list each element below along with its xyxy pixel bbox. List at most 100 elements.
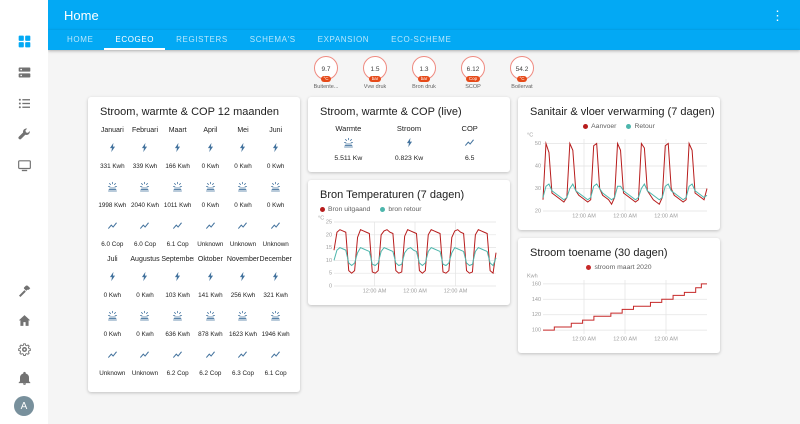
entity-value[interactable]: 339 Kwh — [129, 161, 162, 176]
sidebar-item-developer-tools[interactable] — [12, 280, 36, 302]
flash-icon — [259, 136, 292, 161]
chart-icon — [96, 214, 129, 239]
entity-value[interactable]: Unknown — [129, 368, 162, 383]
badge-bron-druk[interactable]: 1.3barBron druk — [403, 56, 445, 90]
sidebar-top — [12, 0, 36, 176]
entity-value[interactable]: 0 Kwh — [259, 200, 292, 215]
solar-icon — [227, 304, 260, 329]
badge-value: 6.12 — [467, 66, 480, 73]
entity-value[interactable]: Unknown — [194, 239, 227, 254]
user-avatar[interactable]: A — [14, 396, 34, 416]
badge-name: SCOP — [465, 84, 481, 90]
entity-value[interactable]: 878 Kwh — [194, 329, 227, 344]
entity-value[interactable]: 6.0 Cop — [129, 239, 162, 254]
chart-icon — [161, 214, 194, 239]
solar-icon — [161, 175, 194, 200]
entity-value[interactable]: 0 Kwh — [96, 290, 129, 305]
entity-value[interactable]: 6.0 Cop — [96, 239, 129, 254]
month-label: Maart — [161, 124, 194, 136]
badge-name: Boilervat — [511, 84, 532, 90]
sidebar-item-notifications[interactable] — [12, 367, 36, 389]
overflow-menu-icon[interactable]: ⋮ — [771, 9, 784, 22]
entity-value[interactable]: 141 Kwh — [194, 290, 227, 305]
badge-vvw-druk[interactable]: 1.5barVvw druk — [354, 56, 396, 90]
badge-buitente-[interactable]: 9.7°CBuitente... — [305, 56, 347, 90]
live-item-stroom[interactable]: Stroom0.823 Kw — [379, 124, 440, 162]
entity-value[interactable]: 0 Kwh — [227, 200, 260, 215]
solar-icon — [259, 304, 292, 329]
sidebar-item-tools[interactable] — [12, 123, 36, 145]
sidebar-item-overview[interactable] — [12, 30, 36, 52]
entity-value[interactable]: 6.2 Cop — [161, 368, 194, 383]
entity-value[interactable]: 1946 Kwh — [259, 329, 292, 344]
badge-unit-label: °C — [321, 76, 331, 82]
chart-icon — [96, 343, 129, 368]
entity-value[interactable]: 6.1 Cop — [259, 368, 292, 383]
flash-icon — [129, 265, 162, 290]
entity-value[interactable]: 0 Kwh — [194, 200, 227, 215]
entity-value[interactable]: 1011 Kwh — [161, 200, 194, 215]
monthly-grid: JanuariFebruariMaartAprilMeiJuni331 Kwh3… — [88, 122, 300, 392]
column-3: Sanitair & vloer verwarming (7 dagen) Aa… — [518, 97, 720, 353]
entity-value[interactable]: 0 Kwh — [194, 161, 227, 176]
entity-value[interactable]: 321 Kwh — [259, 290, 292, 305]
badge-boilervat[interactable]: 54.2°CBoilervat — [501, 56, 543, 90]
tab-bar: HOMEECOGEOREGISTERSSCHEMA'SEXPANSIONECO-… — [48, 30, 800, 50]
card-live: Stroom, warmte & COP (live) Warmte5.511 … — [308, 97, 510, 172]
entity-value[interactable]: 6.1 Cop — [161, 239, 194, 254]
sidebar-item-supervisor[interactable] — [12, 309, 36, 331]
badge-scop[interactable]: 6.12 Cop SCOP — [452, 56, 494, 90]
entity-value[interactable]: 6.2 Cop — [194, 368, 227, 383]
entity-value[interactable]: 6.3 Cop — [227, 368, 260, 383]
badge-unit-label: Cop — [466, 76, 479, 82]
entity-value: 6.5 — [465, 155, 474, 162]
tab-home[interactable]: HOME — [56, 30, 104, 50]
sidebar-item-configuration[interactable] — [12, 338, 36, 360]
entity-value[interactable]: 256 Kwh — [227, 290, 260, 305]
legend-dot-icon — [320, 207, 325, 212]
entity-value[interactable]: 636 Kwh — [161, 329, 194, 344]
entity-value[interactable]: 1623 Kwh — [227, 329, 260, 344]
card-title: Stroom, warmte & COP 12 maanden — [88, 97, 300, 122]
tab-eco-scheme[interactable]: ECO-SCHEME — [380, 30, 462, 50]
badge-circle: 6.12 Cop — [461, 56, 485, 80]
entity-value[interactable]: 0 Kwh — [129, 329, 162, 344]
wrench-icon — [17, 127, 32, 142]
entity-value[interactable]: 1998 Kwh — [96, 200, 129, 215]
list-icon — [17, 96, 32, 111]
entity-value[interactable]: 0 Kwh — [129, 290, 162, 305]
sidebar-item-server[interactable] — [12, 61, 36, 83]
sidebar-item-media[interactable] — [12, 154, 36, 176]
tab-expansion[interactable]: EXPANSION — [307, 30, 381, 50]
live-item-cop[interactable]: COP6.5 — [439, 124, 500, 162]
entity-value[interactable]: 103 Kwh — [161, 290, 194, 305]
gear-icon — [17, 342, 32, 357]
legend-dot-icon — [586, 265, 591, 270]
badge-unit-label: bar — [369, 76, 381, 82]
legend-item: Aanvoer — [583, 123, 616, 130]
entity-value[interactable]: Unknown — [96, 368, 129, 383]
server-icon — [17, 65, 32, 80]
entity-value[interactable]: Unknown — [259, 239, 292, 254]
tab-schema's[interactable]: SCHEMA'S — [239, 30, 307, 50]
entity-value[interactable]: 0 Kwh — [259, 161, 292, 176]
solar-icon — [194, 304, 227, 329]
legend-dot-icon — [626, 124, 631, 129]
solar-icon — [194, 175, 227, 200]
entity-value[interactable]: 0 Kwh — [227, 161, 260, 176]
solar-icon — [227, 175, 260, 200]
entity-value[interactable]: 166 Kwh — [161, 161, 194, 176]
legend-dot-icon — [583, 124, 588, 129]
live-label: Warmte — [335, 124, 361, 133]
entity-value[interactable]: 331 Kwh — [96, 161, 129, 176]
chart-icon — [194, 343, 227, 368]
sidebar-item-logbook[interactable] — [12, 92, 36, 114]
sidebar: A — [0, 0, 48, 424]
entity-value[interactable]: Unknown — [227, 239, 260, 254]
entity-value[interactable]: 0 Kwh — [96, 329, 129, 344]
card-title: Stroom, warmte & COP (live) — [308, 97, 510, 122]
tab-ecogeo[interactable]: ECOGEO — [104, 30, 165, 50]
entity-value[interactable]: 2040 Kwh — [129, 200, 162, 215]
tab-registers[interactable]: REGISTERS — [165, 30, 239, 50]
live-item-warmte[interactable]: Warmte5.511 Kw — [318, 124, 379, 162]
